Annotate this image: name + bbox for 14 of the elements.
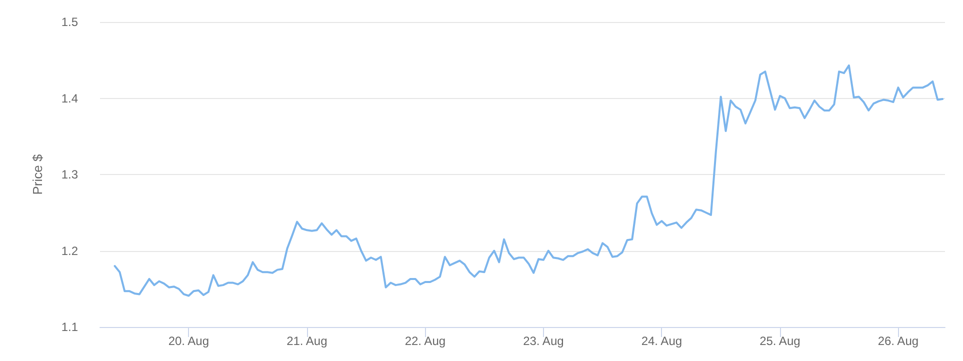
y-tick-label: 1.3 — [61, 168, 78, 182]
line-series — [114, 64, 944, 297]
x-tick-label: 21. Aug — [286, 334, 328, 348]
y-tick-label: 1.5 — [61, 15, 78, 29]
x-tick-label: 26. Aug — [878, 334, 919, 348]
y-axis-title: Price $ — [30, 154, 45, 195]
y-tick-label: 1.1 — [61, 320, 78, 334]
x-tick-label: 24. Aug — [641, 334, 682, 348]
y-tick-label: 1.2 — [61, 244, 78, 258]
x-tick-label: 22. Aug — [404, 334, 446, 348]
y-tick-label: 1.4 — [61, 91, 78, 106]
x-tick-label: 23. Aug — [523, 334, 564, 348]
x-tick-label: 20. Aug — [168, 334, 210, 348]
x-tick-label: 25. Aug — [760, 334, 800, 348]
